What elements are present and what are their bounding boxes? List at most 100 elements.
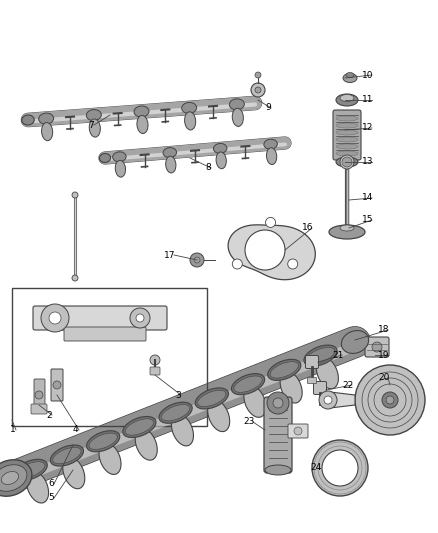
Text: 18: 18 [378,326,389,335]
Ellipse shape [134,106,149,117]
Circle shape [312,440,368,496]
Ellipse shape [171,414,194,446]
Ellipse shape [304,345,337,366]
Ellipse shape [123,416,156,438]
Circle shape [255,87,261,93]
Text: 15: 15 [362,215,374,224]
Ellipse shape [346,72,354,77]
Ellipse shape [336,157,358,167]
Circle shape [150,355,160,365]
Ellipse shape [0,465,27,491]
FancyBboxPatch shape [150,367,160,375]
Ellipse shape [22,115,34,125]
Ellipse shape [125,419,154,435]
Ellipse shape [336,130,358,135]
Circle shape [372,342,382,352]
Ellipse shape [336,151,358,156]
Ellipse shape [230,99,244,110]
Ellipse shape [42,123,53,141]
Text: 14: 14 [362,193,373,203]
Ellipse shape [53,447,81,464]
Text: 12: 12 [362,124,373,133]
Text: 10: 10 [362,70,374,79]
Ellipse shape [280,372,302,403]
Circle shape [319,391,337,409]
Text: 13: 13 [362,157,374,166]
Ellipse shape [341,330,369,353]
Ellipse shape [265,465,291,475]
Circle shape [355,365,425,435]
Ellipse shape [266,148,277,165]
Ellipse shape [182,102,197,114]
Circle shape [273,398,283,408]
Ellipse shape [340,155,354,169]
Ellipse shape [340,94,354,101]
Circle shape [72,192,78,198]
Circle shape [386,396,394,404]
Circle shape [190,253,204,267]
Circle shape [72,275,78,281]
Ellipse shape [216,152,226,169]
Polygon shape [228,225,315,280]
Text: 21: 21 [332,351,343,359]
Text: 1: 1 [10,425,16,434]
Ellipse shape [135,429,157,460]
Ellipse shape [166,156,176,173]
Circle shape [49,312,61,324]
Circle shape [322,450,358,486]
FancyBboxPatch shape [64,327,146,341]
Text: 17: 17 [164,251,176,260]
Circle shape [288,259,298,269]
Ellipse shape [99,154,111,163]
Ellipse shape [336,123,358,128]
Circle shape [194,257,200,263]
Circle shape [35,391,43,399]
Text: 22: 22 [342,381,353,390]
Bar [12,288,207,426]
Circle shape [267,392,289,414]
FancyBboxPatch shape [51,369,63,401]
Ellipse shape [232,108,244,126]
Circle shape [294,427,302,435]
Ellipse shape [213,143,227,154]
Ellipse shape [1,472,19,484]
Text: 11: 11 [362,95,374,104]
Ellipse shape [99,443,121,474]
Ellipse shape [343,74,357,83]
Polygon shape [325,392,355,408]
Ellipse shape [329,225,365,239]
Text: 23: 23 [243,417,254,426]
Ellipse shape [198,390,226,407]
Ellipse shape [336,144,358,149]
Circle shape [232,259,242,269]
Ellipse shape [87,431,120,452]
Ellipse shape [231,374,265,395]
Ellipse shape [340,225,354,231]
Ellipse shape [336,94,358,106]
Ellipse shape [316,357,339,389]
Text: 8: 8 [205,164,211,173]
Text: 16: 16 [302,223,314,232]
FancyBboxPatch shape [307,377,317,384]
Text: 9: 9 [265,103,271,112]
Text: 20: 20 [378,374,389,383]
Ellipse shape [336,137,358,142]
FancyBboxPatch shape [264,397,292,473]
Ellipse shape [268,359,301,381]
Ellipse shape [86,110,101,120]
Text: 6: 6 [48,480,54,489]
Ellipse shape [89,433,117,449]
Text: 2: 2 [46,410,52,419]
Ellipse shape [39,113,53,124]
Text: 3: 3 [175,391,181,400]
Text: 4: 4 [73,425,79,434]
Text: 24: 24 [310,464,321,472]
Ellipse shape [17,462,45,478]
Ellipse shape [184,112,196,130]
Ellipse shape [208,400,230,432]
Ellipse shape [234,376,262,392]
Circle shape [265,217,276,228]
Ellipse shape [163,148,177,158]
Text: 7: 7 [88,120,94,130]
Ellipse shape [27,472,49,503]
